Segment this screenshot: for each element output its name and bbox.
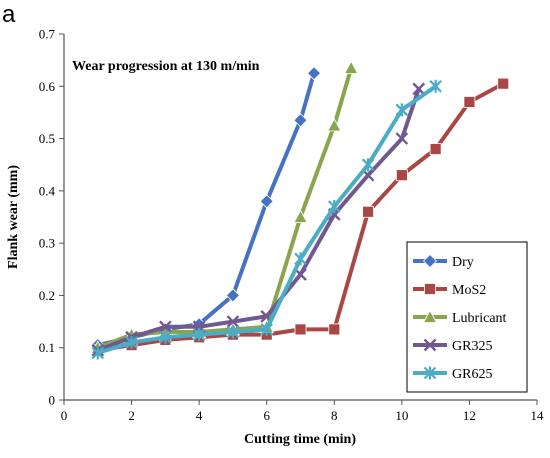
data-point-lubricant [327,118,342,132]
data-point-gr625 [260,322,273,336]
chart-annotation: Wear progression at 130 m/min [72,59,260,74]
data-point-mos2 [362,205,374,218]
legend-marker-mos2 [424,283,436,295]
x-tick-label: 8 [331,408,338,423]
axes [59,33,538,405]
data-point-gr625 [361,158,375,172]
y-tick-label: 0.6 [39,79,56,94]
series-line-dry [95,71,316,348]
y-tick-label: 0.7 [39,27,56,42]
data-point-mos2 [429,143,442,155]
data-point-dry [293,113,308,128]
y-tick-label: 0.5 [39,131,55,146]
legend-label-mos2: MoS2 [452,283,486,298]
x-tick-label: 6 [263,408,270,423]
legend-item-lubricant: Lubricant [413,309,507,326]
data-point-mos2 [395,169,408,182]
legend-label-gr625: GR625 [452,367,492,382]
data-point-gr325 [226,315,240,328]
data-point-gr625 [226,325,240,339]
data-point-gr325 [159,320,172,334]
series-gr625 [91,79,442,360]
y-tick-label: 0.2 [39,288,55,303]
series-line-gr625 [95,84,438,355]
data-point-gr625 [125,335,138,349]
legend-item-mos2: MoS2 [413,283,486,298]
x-tick-label: 4 [196,408,203,423]
x-tick-label: 14 [531,408,545,423]
data-point-mos2 [294,323,307,336]
data-point-gr325 [395,132,409,145]
data-point-lubricant [293,209,308,223]
data-point-gr625 [159,330,172,344]
legend-marker-lubricant [422,309,438,323]
data-point-mos2 [497,77,510,90]
legend-item-gr325: GR325 [413,338,492,354]
legend-label-dry: Dry [452,255,474,270]
data-point-mos2 [463,96,476,108]
series-line-lubricant [95,66,354,350]
data-point-dry [259,194,274,209]
series-lubricant [90,60,359,354]
legend: Dry MoS2 Lubricant GR325 GR625 [406,241,528,393]
y-tick-label: 0 [49,393,56,408]
data-point-dry [306,66,322,81]
x-axis-title: Cutting time (min) [244,432,356,447]
legend-item-gr625: GR625 [413,366,492,382]
y-axis-title: Flank wear (mm) [6,165,21,269]
series-dry [90,66,322,353]
x-tick-label: 2 [128,408,135,423]
x-tick-label: 0 [61,408,68,423]
data-point-gr625 [91,346,105,360]
data-point-gr625 [395,103,409,117]
data-point-gr625 [429,79,442,93]
legend-label-gr325: GR325 [452,339,492,354]
panel-label: a [2,1,16,28]
legend-label-lubricant: Lubricant [452,311,507,326]
data-point-gr625 [192,328,206,342]
legend-marker-gr325 [423,338,437,352]
data-point-gr625 [328,200,341,214]
x-tick-label: 10 [395,408,408,423]
y-tick-label: 0.4 [39,183,56,198]
data-point-lubricant [344,60,359,74]
x-tick-label: 12 [463,408,476,423]
tick-labels: 0 0.1 0.2 0.3 0.4 0.5 0.6 0.7 0 2 4 6 8 10 12 14 [39,27,544,424]
y-tick-label: 0.1 [39,340,55,355]
legend-marker-gr625 [423,366,437,380]
y-tick-label: 0.3 [39,236,55,251]
data-point-dry [225,288,240,303]
data-point-gr325 [412,82,426,96]
data-point-gr625 [294,252,307,266]
legend-item-dry: Dry [413,253,474,270]
data-point-mos2 [328,323,341,336]
series-layer [90,60,510,360]
legend-marker-dry [422,253,438,269]
